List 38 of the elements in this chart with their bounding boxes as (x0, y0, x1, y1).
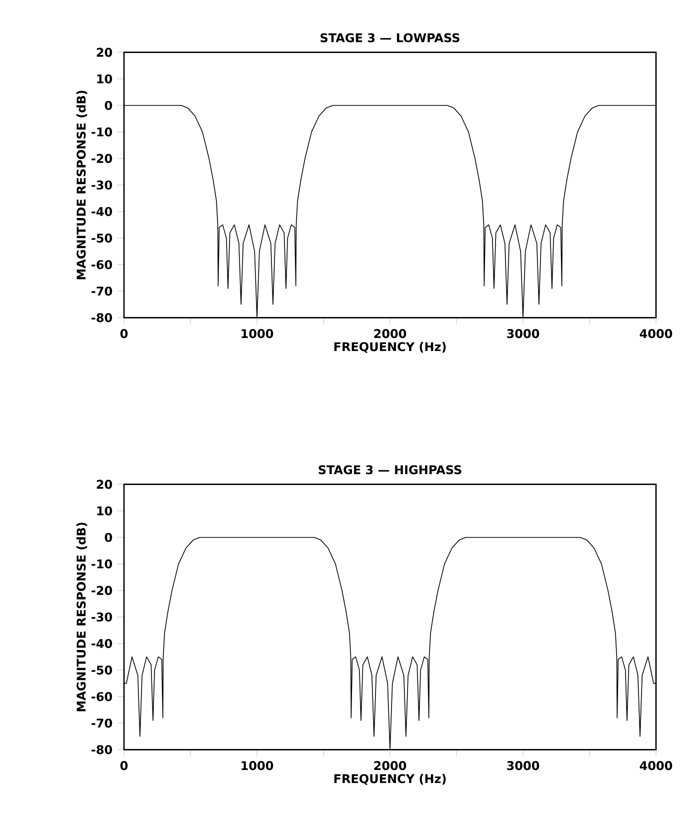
y-tick-label: -50 (92, 666, 112, 675)
y-tick-label: -60 (92, 692, 112, 702)
y-tick-label: -40 (92, 207, 112, 216)
y-tick-label: -20 (92, 154, 112, 164)
y-tick-label: 10 (97, 506, 112, 516)
y-tick-label: -70 (92, 718, 112, 728)
y-tick-label: 0 (104, 100, 112, 110)
x-tick-label: 3000 (507, 329, 540, 338)
x-tick-label: 3000 (507, 761, 540, 770)
x-axis-title: FREQUENCY (Hz) (334, 342, 446, 353)
x-tick-label: 1000 (242, 761, 274, 770)
y-tick-label: 20 (96, 480, 112, 489)
y-tick-label: -10 (92, 127, 112, 136)
y-tick-label: 10 (97, 74, 112, 84)
x-axis-title: FREQUENCY (Hz) (334, 774, 446, 785)
x-tick-label: 0 (120, 761, 128, 770)
y-tick-label: -50 (92, 234, 112, 243)
chart-title: STAGE 3 — LOWPASS (320, 33, 460, 42)
x-tick-label: 4000 (640, 761, 672, 770)
x-tick-label: 1000 (242, 329, 274, 338)
x-tick-label: 2000 (374, 761, 406, 770)
x-tick-label: 4000 (640, 329, 672, 338)
y-tick-label: -10 (92, 559, 112, 568)
y-tick-label: -20 (92, 586, 112, 595)
y-axis-title: MAGNITUDE RESPONSE (dB) (76, 90, 88, 280)
x-tick-label: 2000 (374, 329, 406, 338)
y-tick-label: -80 (92, 745, 112, 754)
y-tick-label: 20 (96, 48, 112, 57)
chart-title: STAGE 3 — HIGHPASS (318, 465, 462, 474)
x-tick-label: 0 (120, 329, 128, 338)
y-tick-label: -40 (92, 638, 112, 648)
y-tick-label: -30 (92, 612, 112, 622)
y-tick-label: -30 (92, 180, 112, 190)
y-tick-label: 0 (104, 532, 112, 542)
y-axis-title: MAGNITUDE RESPONSE (dB) (76, 522, 88, 712)
y-tick-label: -80 (92, 313, 112, 322)
y-tick-label: -70 (92, 286, 112, 296)
y-tick-label: -60 (92, 260, 112, 270)
